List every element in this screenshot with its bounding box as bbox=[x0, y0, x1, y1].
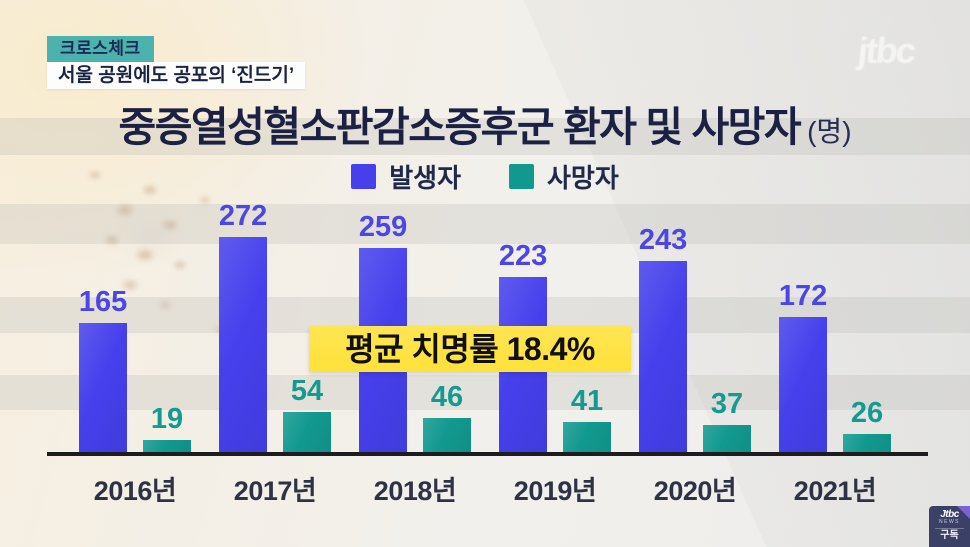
deaths-value-label: 37 bbox=[710, 388, 744, 420]
program-badge: 크로스체크 bbox=[47, 36, 154, 62]
jtbc-news-text: NEWS bbox=[939, 519, 960, 525]
subscribe-label: 구독 bbox=[940, 530, 959, 541]
subscribe-button[interactable]: Jtbc NEWS 구독 bbox=[929, 506, 970, 547]
deaths-bar bbox=[283, 412, 331, 455]
cases-bar bbox=[79, 323, 127, 455]
category-label: 2019년 bbox=[513, 476, 597, 506]
legend-item-deaths: 사망자 bbox=[509, 158, 619, 195]
bar-group: 165 19 2016년 bbox=[79, 215, 191, 506]
deaths-bar bbox=[703, 425, 751, 455]
deaths-bar bbox=[563, 422, 611, 455]
cases-value-label: 165 bbox=[78, 286, 128, 318]
bar-group: 243 37 2020년 bbox=[639, 215, 751, 506]
fatality-rate-callout: 평균 치명률 18.4% bbox=[309, 326, 631, 372]
cases-value-label: 243 bbox=[638, 224, 688, 256]
deaths-value-label: 26 bbox=[850, 397, 884, 429]
deaths-bar-column: 19 bbox=[143, 405, 191, 455]
cases-color-swatch bbox=[351, 164, 377, 189]
badge-corner-accent bbox=[957, 506, 970, 519]
cases-bar-column: 172 bbox=[779, 282, 827, 455]
cases-value-label: 272 bbox=[218, 200, 268, 232]
cases-value-label: 223 bbox=[498, 240, 548, 272]
deaths-bar-column: 26 bbox=[843, 399, 891, 455]
deaths-bar-column: 54 bbox=[283, 377, 331, 455]
deaths-bar-column: 41 bbox=[563, 387, 611, 455]
category-label: 2017년 bbox=[233, 476, 317, 506]
deaths-value-label: 19 bbox=[150, 403, 184, 435]
x-axis-line bbox=[47, 452, 928, 456]
legend-item-cases: 발생자 bbox=[351, 158, 461, 195]
cases-bar-column: 272 bbox=[219, 202, 267, 455]
category-label: 2021년 bbox=[793, 476, 877, 506]
deaths-value-label: 46 bbox=[430, 381, 464, 413]
deaths-color-swatch bbox=[509, 164, 534, 189]
deaths-bar bbox=[423, 418, 471, 455]
cases-value-label: 259 bbox=[358, 211, 408, 243]
cases-bar-column: 243 bbox=[639, 226, 687, 455]
chart-title: 중증열성혈소판감소증후군 환자 및 사망자 (명) bbox=[0, 93, 970, 153]
chart-title-text: 중증열성혈소판감소증후군 환자 및 사망자 bbox=[118, 104, 801, 150]
cases-value-label: 172 bbox=[778, 280, 828, 312]
headline-badge: 서울 공원에도 공포의 ‘진드기’ bbox=[47, 62, 306, 89]
jtbc-logo-small: Jtbc bbox=[940, 509, 959, 520]
deaths-bar-column: 46 bbox=[423, 383, 471, 455]
category-label: 2018년 bbox=[373, 476, 457, 506]
badge-divider bbox=[935, 528, 964, 529]
legend-label-deaths: 사망자 bbox=[547, 163, 619, 193]
deaths-value-label: 54 bbox=[290, 375, 324, 407]
legend-label-cases: 발생자 bbox=[389, 163, 461, 193]
category-label: 2016년 bbox=[93, 476, 177, 506]
chart-unit-label: (명) bbox=[807, 116, 852, 147]
category-label: 2020년 bbox=[653, 476, 737, 506]
cases-bar bbox=[219, 237, 267, 455]
cases-bar-column: 165 bbox=[79, 288, 127, 455]
cases-bar bbox=[639, 261, 687, 455]
cases-bar bbox=[779, 317, 827, 455]
chart-legend: 발생자 사망자 bbox=[0, 158, 970, 195]
deaths-bar-column: 37 bbox=[703, 390, 751, 455]
deaths-value-label: 41 bbox=[570, 385, 604, 417]
bar-group: 172 26 2021년 bbox=[779, 215, 891, 506]
